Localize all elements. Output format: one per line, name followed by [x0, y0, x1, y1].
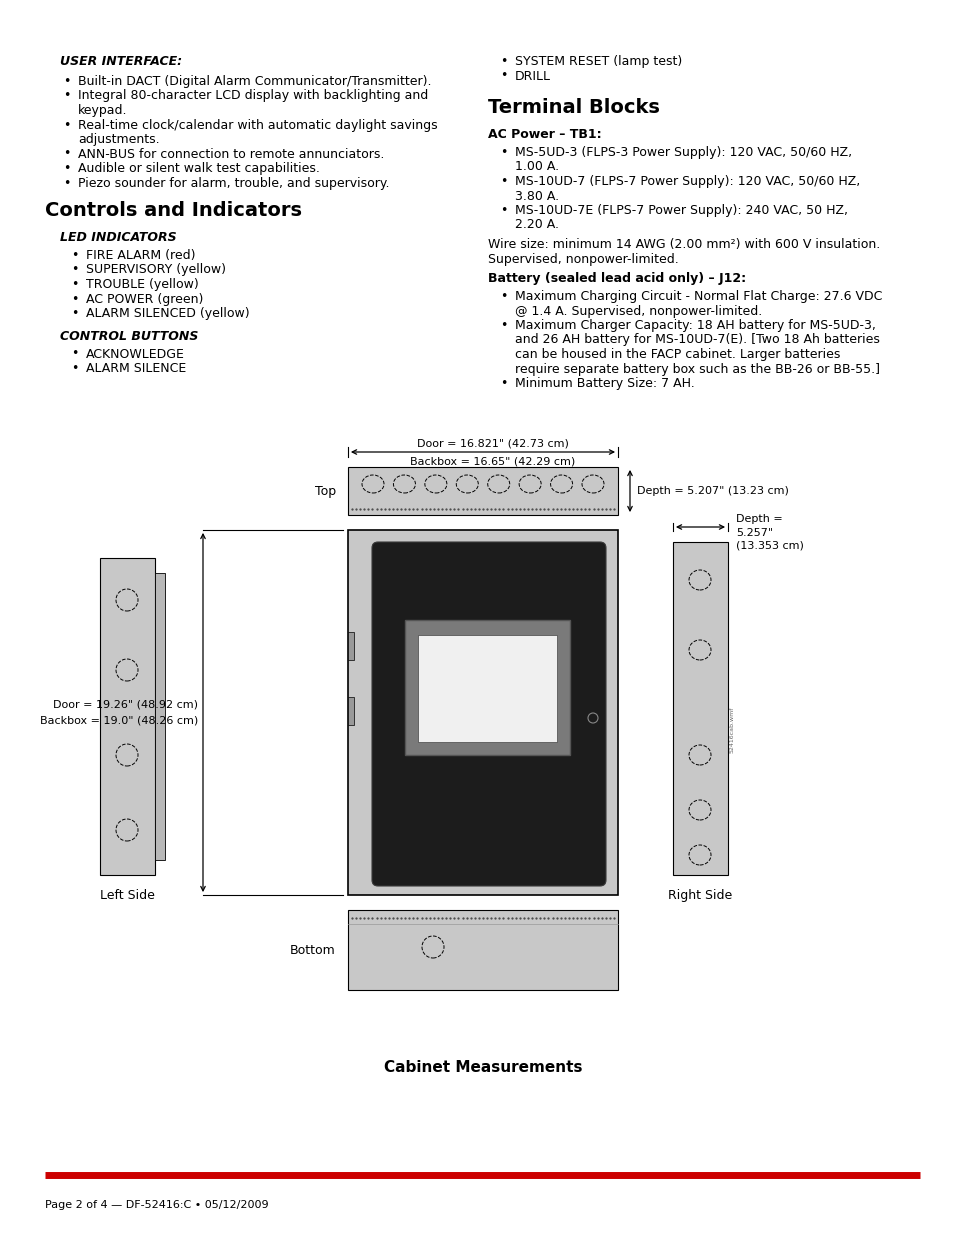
Text: CONTROL BUTTONS: CONTROL BUTTONS	[60, 330, 198, 342]
Text: •: •	[63, 119, 71, 131]
Text: Backbox = 16.65" (42.29 cm): Backbox = 16.65" (42.29 cm)	[410, 456, 575, 466]
Bar	[405, 620, 569, 755]
Text: Real-time clock/calendar with automatic daylight savings: Real-time clock/calendar with automatic …	[78, 119, 437, 131]
Text: LED INDICATORS: LED INDICATORS	[60, 231, 176, 245]
Text: MS-10UD-7 (FLPS-7 Power Supply): 120 VAC, 50/60 HZ,: MS-10UD-7 (FLPS-7 Power Supply): 120 VAC…	[515, 175, 860, 188]
Text: Integral 80-character LCD display with backlighting and: Integral 80-character LCD display with b…	[78, 89, 428, 103]
Text: •: •	[71, 249, 78, 262]
Text: •: •	[499, 377, 507, 390]
Text: AC Power – TB1:: AC Power – TB1:	[488, 128, 601, 141]
Text: DRILL: DRILL	[515, 69, 551, 83]
Text: •: •	[71, 278, 78, 291]
Text: ACKNOWLEDGE: ACKNOWLEDGE	[86, 347, 185, 361]
Text: USER INTERFACE:: USER INTERFACE:	[60, 56, 182, 68]
Text: Wire size: minimum 14 AWG (2.00 mm²) with 600 V insulation.: Wire size: minimum 14 AWG (2.00 mm²) wit…	[488, 238, 880, 251]
Text: •: •	[499, 146, 507, 159]
Text: keypad.: keypad.	[78, 104, 128, 117]
Text: 2.20 A.: 2.20 A.	[515, 219, 558, 231]
Text: Page 2 of 4 — DF-52416:C • 05/12/2009: Page 2 of 4 — DF-52416:C • 05/12/2009	[45, 1200, 269, 1210]
Text: Supervised, nonpower-limited.: Supervised, nonpower-limited.	[488, 252, 678, 266]
Text: •: •	[63, 89, 71, 103]
Text: •: •	[499, 69, 507, 83]
Text: TROUBLE (yellow): TROUBLE (yellow)	[86, 278, 198, 291]
Text: •: •	[63, 177, 71, 189]
Text: Depth =: Depth =	[735, 514, 781, 524]
Text: Bottom: Bottom	[290, 944, 335, 956]
Text: 3.80 A.: 3.80 A.	[515, 189, 558, 203]
Text: •: •	[71, 347, 78, 361]
Bar	[348, 910, 618, 990]
Text: (13.353 cm): (13.353 cm)	[735, 540, 803, 550]
Text: Audible or silent walk test capabilities.: Audible or silent walk test capabilities…	[78, 162, 319, 175]
Text: Maximum Charger Capacity: 18 AH battery for MS-5UD-3,: Maximum Charger Capacity: 18 AH battery …	[515, 319, 875, 332]
Bar	[348, 632, 354, 659]
Text: Minimum Battery Size: 7 AH.: Minimum Battery Size: 7 AH.	[515, 377, 694, 390]
Text: MS-5UD-3 (FLPS-3 Power Supply): 120 VAC, 50/60 HZ,: MS-5UD-3 (FLPS-3 Power Supply): 120 VAC,…	[515, 146, 851, 159]
Text: •: •	[63, 162, 71, 175]
Text: •: •	[71, 362, 78, 375]
Text: Right Side: Right Side	[668, 889, 732, 902]
Text: •: •	[71, 263, 78, 277]
Text: 52416cab.wmf: 52416cab.wmf	[729, 706, 734, 753]
Text: 5.257": 5.257"	[735, 529, 772, 538]
Text: ALARM SILENCED (yellow): ALARM SILENCED (yellow)	[86, 308, 250, 320]
Text: •: •	[499, 319, 507, 332]
Text: Top: Top	[314, 484, 335, 498]
Text: Piezo sounder for alarm, trouble, and supervisory.: Piezo sounder for alarm, trouble, and su…	[78, 177, 389, 189]
Bar	[348, 697, 354, 725]
Text: Door = 19.26" (48.92 cm): Door = 19.26" (48.92 cm)	[53, 699, 198, 709]
Bar	[154, 573, 165, 860]
Bar	[348, 467, 618, 515]
Text: FIRE ALARM (red): FIRE ALARM (red)	[86, 249, 195, 262]
Text: SYSTEM RESET (lamp test): SYSTEM RESET (lamp test)	[515, 56, 681, 68]
Text: @ 1.4 A. Supervised, nonpower-limited.: @ 1.4 A. Supervised, nonpower-limited.	[515, 305, 761, 317]
Text: Door = 16.821" (42.73 cm): Door = 16.821" (42.73 cm)	[416, 438, 568, 448]
Bar	[348, 530, 618, 895]
Text: Depth = 5.207" (13.23 cm): Depth = 5.207" (13.23 cm)	[637, 487, 788, 496]
Text: and 26 AH battery for MS-10UD-7(E). [Two 18 Ah batteries: and 26 AH battery for MS-10UD-7(E). [Two…	[515, 333, 879, 347]
Text: Built-in DACT (Digital Alarm Communicator/Transmitter).: Built-in DACT (Digital Alarm Communicato…	[78, 75, 431, 88]
Text: can be housed in the FACP cabinet. Larger batteries: can be housed in the FACP cabinet. Large…	[515, 348, 840, 361]
Bar	[417, 635, 557, 742]
Text: AC POWER (green): AC POWER (green)	[86, 293, 203, 305]
Text: ALARM SILENCE: ALARM SILENCE	[86, 362, 186, 375]
Text: •: •	[499, 290, 507, 303]
Text: •: •	[499, 175, 507, 188]
Text: SUPERVISORY (yellow): SUPERVISORY (yellow)	[86, 263, 226, 277]
Text: •: •	[63, 75, 71, 88]
Text: •: •	[71, 308, 78, 320]
Text: require separate battery box such as the BB-26 or BB-55.]: require separate battery box such as the…	[515, 363, 879, 375]
Text: Controls and Indicators: Controls and Indicators	[45, 201, 302, 220]
FancyBboxPatch shape	[372, 542, 605, 885]
Text: •: •	[63, 147, 71, 161]
Text: •: •	[71, 293, 78, 305]
Text: Terminal Blocks: Terminal Blocks	[488, 98, 659, 117]
Text: Backbox = 19.0" (48.26 cm): Backbox = 19.0" (48.26 cm)	[40, 715, 198, 725]
Text: •: •	[499, 204, 507, 217]
Text: 1.00 A.: 1.00 A.	[515, 161, 558, 173]
Bar	[100, 558, 154, 876]
Text: ANN-BUS for connection to remote annunciators.: ANN-BUS for connection to remote annunci…	[78, 147, 384, 161]
Text: MS-10UD-7E (FLPS-7 Power Supply): 240 VAC, 50 HZ,: MS-10UD-7E (FLPS-7 Power Supply): 240 VA…	[515, 204, 847, 217]
Text: •: •	[499, 56, 507, 68]
Text: Maximum Charging Circuit - Normal Flat Charge: 27.6 VDC: Maximum Charging Circuit - Normal Flat C…	[515, 290, 882, 303]
Text: Battery (sealed lead acid only) – J12:: Battery (sealed lead acid only) – J12:	[488, 272, 745, 285]
Text: Cabinet Measurements: Cabinet Measurements	[383, 1060, 581, 1074]
Text: Left Side: Left Side	[100, 889, 154, 902]
Bar	[672, 542, 727, 876]
Text: adjustments.: adjustments.	[78, 133, 159, 146]
